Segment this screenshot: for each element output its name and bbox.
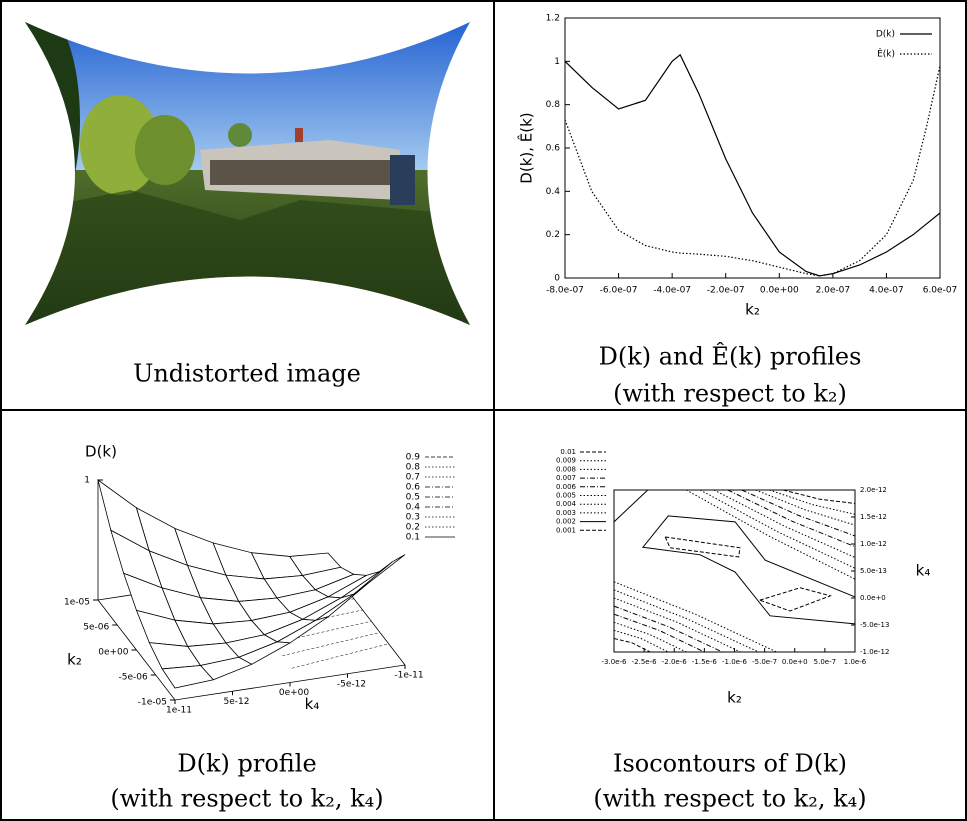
x-tick-label: -5.0e-7 — [752, 658, 777, 666]
x-tick-label: -1.5e-6 — [692, 658, 717, 666]
z-axis-label: D(k) — [85, 443, 117, 461]
x-tick-label: -4.0e-07 — [653, 286, 691, 296]
legend-label: Ê(k) — [877, 48, 895, 60]
legend-label: 0.4 — [406, 503, 421, 513]
x-tick-label: 6.0e-07 — [923, 286, 958, 296]
y-tick-label: 0.2 — [546, 230, 560, 240]
y-tick-label: 1.0e-12 — [860, 540, 887, 548]
x-tick-label: -2.0e-07 — [707, 286, 745, 296]
caption: D(k) profile — [177, 750, 316, 778]
x-axis-label: k₄ — [305, 695, 320, 713]
x-tick-label: 1.0e-6 — [844, 658, 867, 666]
y-tick-label: -1.0e-12 — [860, 648, 889, 656]
y-tick-label: -1e-05 — [138, 698, 167, 708]
legend-label: 0.003 — [556, 509, 576, 517]
caption: Undistorted image — [133, 360, 361, 388]
y-tick-label: 1e-05 — [64, 598, 90, 608]
x-tick-label: -2.5e-6 — [632, 658, 657, 666]
x-tick-label: -1.0e-6 — [722, 658, 747, 666]
legend-label: 0.3 — [406, 513, 420, 523]
x-tick-label: 2.0e-07 — [816, 286, 851, 296]
x-tick-label: -3.0e-6 — [602, 658, 627, 666]
x-tick-label: 0.0e+0 — [782, 658, 808, 666]
y-axis-label: D(k), Ê(k) — [517, 112, 536, 183]
y-tick-label: 5e-06 — [83, 623, 109, 633]
caption: (with respect to k₂, k₄) — [110, 785, 383, 813]
legend-label: 0.7 — [406, 473, 420, 483]
legend-label: 0.01 — [560, 448, 576, 456]
y-tick-label: 0 — [554, 274, 560, 284]
x-tick-label: -6.0e-07 — [600, 286, 638, 296]
legend-label: 0.1 — [406, 533, 420, 543]
x-tick-label: 5.0e-7 — [814, 658, 836, 666]
legend-label: 0.001 — [556, 526, 576, 534]
y-tick-label: -5.0e-13 — [860, 621, 889, 629]
legend-label: 0.002 — [556, 518, 576, 526]
y-tick-label: 0e+00 — [98, 648, 129, 658]
z-tick-label: 1 — [84, 476, 90, 486]
legend-label: 0.6 — [406, 483, 421, 493]
y-tick-label: 0.6 — [546, 144, 561, 154]
legend-label: 0.5 — [406, 493, 420, 503]
y-tick-label: 2.0e-12 — [860, 486, 887, 494]
caption: Isocontours of D(k) — [613, 750, 847, 778]
legend-label: 0.007 — [556, 474, 576, 482]
legend-label: 0.2 — [406, 523, 420, 533]
y-tick-label: 0.0e+0 — [860, 594, 886, 602]
x-tick-label: -8.0e-07 — [546, 286, 584, 296]
figure: Undistorted image D(k) and Ê(k) profiles… — [0, 0, 967, 821]
x-tick-label: 4.0e-07 — [869, 286, 904, 296]
x-tick-label: -1e-11 — [394, 671, 423, 681]
x-tick-label: -2.0e-6 — [662, 658, 687, 666]
y-tick-label: 1 — [554, 57, 560, 67]
legend-label: 0.009 — [556, 457, 576, 465]
legend-label: 0.008 — [556, 465, 576, 473]
x-tick-label: 1e-11 — [166, 706, 192, 716]
y-tick-label: -5e-06 — [119, 673, 148, 683]
legend-label: 0.9 — [406, 453, 421, 463]
y-axis-label: k₄ — [916, 562, 931, 580]
legend-label: 0.004 — [556, 500, 577, 508]
caption: (with respect to k₂, k₄) — [593, 785, 866, 813]
x-axis-label: k₂ — [745, 301, 760, 319]
legend-label: 0.8 — [406, 463, 421, 473]
x-axis-label: k₂ — [727, 689, 742, 707]
x-tick-label: -5e-12 — [337, 679, 366, 689]
y-tick-label: 0.4 — [546, 187, 561, 197]
y-tick-label: 5.0e-13 — [860, 567, 887, 575]
caption: D(k) and Ê(k) profiles — [599, 342, 862, 371]
y-tick-label: 0.8 — [546, 100, 561, 110]
caption: (with respect to k₂) — [613, 380, 847, 408]
x-tick-label: 5e-12 — [224, 697, 250, 707]
legend-label: 0.005 — [556, 492, 576, 500]
y-tick-label: 1.2 — [546, 14, 560, 24]
x-tick-label: 0.0e+00 — [760, 286, 799, 296]
legend-label: 0.006 — [556, 483, 577, 491]
y-tick-label: 1.5e-12 — [860, 513, 887, 521]
legend-label: D(k) — [876, 30, 895, 40]
y-axis-label: k₂ — [67, 651, 82, 669]
